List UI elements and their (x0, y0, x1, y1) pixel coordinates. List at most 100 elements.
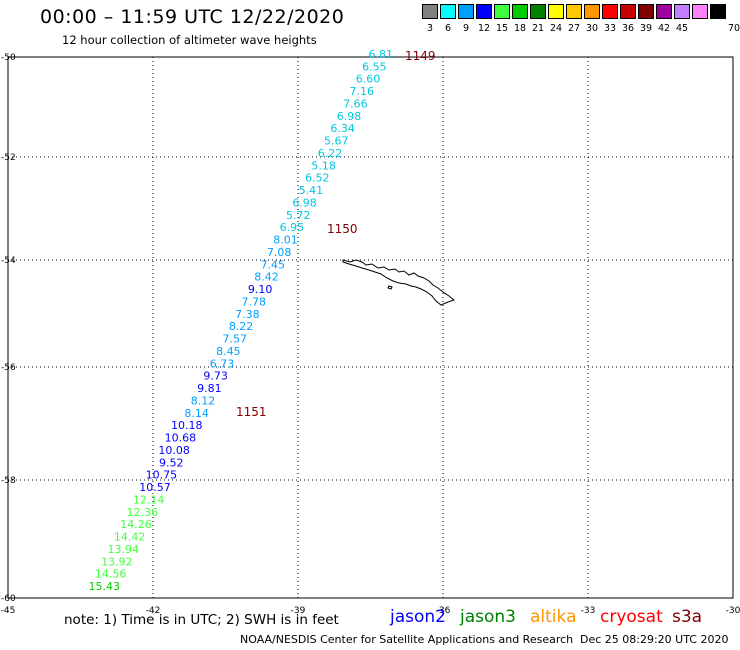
scale-label: 45 (675, 23, 689, 34)
map-frame (7, 56, 734, 599)
lon-tick-label: -42 (146, 606, 161, 616)
swh-value-label: 5.72 (286, 209, 311, 222)
scale-label: 36 (621, 23, 635, 34)
scale-label: 9 (462, 23, 470, 34)
scale-swatch (530, 4, 546, 19)
scale-swatch (602, 4, 618, 19)
swh-value-label: 5.41 (299, 184, 324, 197)
swh-value-label: 7.78 (242, 295, 267, 308)
scale-swatch (422, 4, 438, 19)
lat-tick-label: -54 (1, 256, 16, 266)
swh-value-label: 7.57 (222, 333, 247, 346)
scale-label: 18 (513, 23, 527, 34)
axis-labels: -50 -52 -54 -56 -58 -60 -45 -42 -39 -36 -33 -30 (1, 53, 740, 616)
swh-value-label: 6.98 (337, 110, 362, 123)
scale-swatch (656, 4, 672, 19)
scale-swatch (692, 4, 708, 19)
scale-swatch (710, 4, 726, 19)
swh-value-label: 6.98 (292, 196, 317, 209)
swh-value-label: 7.38 (235, 308, 260, 321)
satellite-legend-item: s3a (672, 607, 703, 627)
lon-tick-label: -36 (436, 606, 451, 616)
swh-value-label: 6.34 (330, 122, 355, 135)
satellite-legend-item: jason2 (390, 607, 446, 627)
swh-value-label: 9.10 (248, 283, 273, 296)
scale-swatch (566, 4, 582, 19)
scale-label: 21 (531, 23, 545, 34)
scale-label: 27 (567, 23, 581, 34)
lat-tick-label: -60 (1, 594, 16, 604)
swh-value-label: 10.75 (146, 469, 178, 482)
swh-value-label: 5.18 (311, 159, 336, 172)
scale-unit-label: 70 (ft) (728, 23, 740, 34)
swh-value-label: 10.08 (158, 444, 190, 457)
swh-value-label: 8.01 (273, 234, 298, 247)
scale-swatch (476, 4, 492, 19)
swh-value-label: 12.14 (133, 493, 165, 506)
scale-swatch (548, 4, 564, 19)
scale-label: 24 (549, 23, 563, 34)
swh-value-label: 7.16 (349, 85, 374, 98)
scale-label: 33 (603, 23, 617, 34)
credit-text: NOAA/NESDIS Center for Satellite Applica… (240, 633, 574, 646)
map-subtitle: 12 hour collection of altimeter wave hei… (62, 33, 317, 47)
swh-track: 6.816.556.607.167.666.986.345.676.225.18… (89, 48, 394, 593)
swh-value-label: 12.36 (127, 506, 159, 519)
lat-tick-label: -52 (1, 153, 16, 163)
lat-tick-label: -50 (1, 53, 16, 63)
swh-value-label: 9.81 (197, 382, 222, 395)
swh-value-label: 6.55 (362, 60, 387, 73)
footer-note: note: 1) Time is in UTC; 2) SWH is in fe… (64, 612, 339, 628)
lat-lon-grid (7, 56, 734, 599)
swh-value-label: 6.73 (210, 357, 235, 370)
scale-label: 42 (657, 23, 671, 34)
swh-value-label: 8.12 (191, 394, 216, 407)
swh-value-label: 6.52 (305, 172, 330, 185)
pass-labels: 1149 1150 1151 (236, 49, 436, 419)
scale-swatch (674, 4, 690, 19)
lon-tick-label: -45 (1, 606, 16, 616)
swh-value-label: 6.95 (280, 221, 305, 234)
lat-tick-label: -56 (1, 363, 16, 373)
swh-value-label: 10.68 (165, 432, 197, 445)
swh-value-label: 8.42 (254, 271, 279, 284)
swh-value-label: 7.08 (267, 246, 292, 259)
scale-label: 30 (585, 23, 599, 34)
scale-label: 12 (477, 23, 491, 34)
generated-timestamp: Dec 25 08:29:20 UTC 2020 (580, 633, 729, 646)
swh-value-label: 15.43 (89, 580, 121, 593)
shag-rocks-outline (387, 285, 393, 290)
swh-value-label: 8.45 (216, 345, 241, 358)
lon-tick-label: -30 (726, 606, 740, 616)
scale-swatch (584, 4, 600, 19)
scale-label: 15 (495, 23, 509, 34)
pass-number-label: 1149 (405, 49, 436, 63)
swh-value-label: 8.22 (229, 320, 254, 333)
scale-swatch (620, 4, 636, 19)
swh-value-label: 10.18 (171, 419, 203, 432)
scale-swatch (440, 4, 456, 19)
swh-value-label: 9.52 (159, 456, 184, 469)
swh-value-label: 6.22 (318, 147, 343, 160)
scale-label: 3 (426, 23, 434, 34)
swh-value-label: 5.67 (324, 135, 349, 148)
lon-tick-label: -33 (581, 606, 596, 616)
lon-tick-label: -39 (291, 606, 306, 616)
swh-value-label: 14.26 (120, 518, 152, 531)
satellite-legend-item: altika (530, 607, 577, 627)
swh-value-label: 10.57 (139, 481, 171, 494)
swh-value-label: 13.92 (101, 555, 133, 568)
south-georgia-coastline (342, 259, 456, 306)
scale-swatch (458, 4, 474, 19)
pass-number-label: 1150 (327, 222, 358, 236)
swh-value-label: 8.14 (184, 407, 209, 420)
scale-swatch (512, 4, 528, 19)
swh-value-label: 13.94 (108, 543, 140, 556)
map-title: 00:00 – 11:59 UTC 12/22/2020 (40, 6, 345, 28)
swh-value-label: 6.60 (356, 73, 381, 86)
scale-label: 39 (639, 23, 653, 34)
swh-value-label: 6.81 (369, 48, 394, 61)
scale-swatch (638, 4, 654, 19)
pass-number-label: 1151 (236, 405, 267, 419)
